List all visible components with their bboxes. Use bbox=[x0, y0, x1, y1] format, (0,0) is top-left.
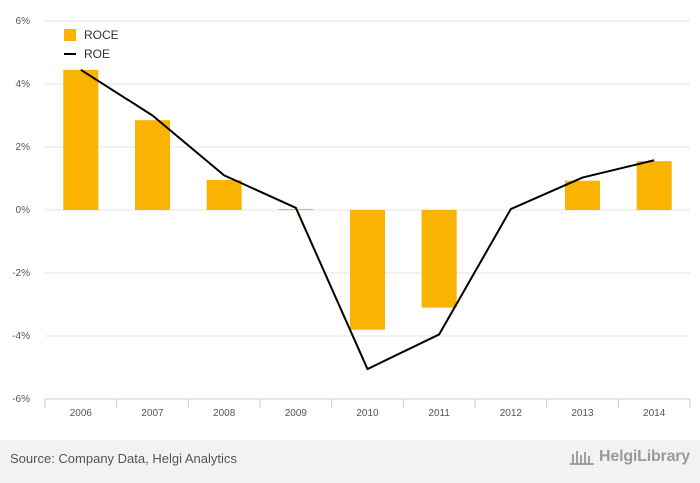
legend-roe-label: ROE bbox=[84, 47, 110, 61]
x-tick-label: 2006 bbox=[70, 408, 93, 419]
y-tick-label: -2% bbox=[12, 268, 30, 279]
roe-line bbox=[80, 68, 655, 371]
x-tick-label: 2008 bbox=[213, 408, 236, 419]
y-axis-ticks: -6% -4% -2% 0% 2% 4% 6% bbox=[12, 16, 30, 405]
roce-bar bbox=[135, 120, 170, 210]
y-tick-label: -6% bbox=[12, 394, 30, 405]
roe-line-layer bbox=[80, 68, 655, 371]
source-text: Source: Company Data, Helgi Analytics bbox=[10, 451, 237, 466]
roce-bar bbox=[636, 161, 672, 210]
y-tick-label: 0% bbox=[16, 205, 31, 216]
x-tick-label: 2013 bbox=[571, 408, 594, 419]
legend-roce-label: ROCE bbox=[84, 28, 119, 42]
chart: -6%-4%-2%0%2%4%6% 2006 2007 2008 2009 2010 20… bbox=[12, 16, 691, 419]
roce-bar bbox=[565, 180, 600, 210]
roce-bar bbox=[421, 210, 457, 308]
helgilibrary-logo: HelgiLibrary bbox=[569, 448, 690, 466]
library-building-icon bbox=[570, 451, 595, 465]
x-axis: 2006 2007 2008 2009 2010 2011 2012 2013 2014 bbox=[44, 398, 691, 419]
legend: ROCE ROE bbox=[64, 28, 119, 61]
y-tick-label: 4% bbox=[16, 79, 31, 90]
x-tick-label: 2009 bbox=[285, 408, 308, 419]
y-tick-label: -4% bbox=[12, 331, 30, 342]
roce-bar bbox=[350, 210, 385, 330]
y-tick-label: 2% bbox=[16, 142, 31, 153]
x-tick-label: 2014 bbox=[643, 408, 666, 419]
x-tick-label: 2010 bbox=[356, 408, 379, 419]
footer: Source: Company Data, Helgi Analytics He… bbox=[0, 440, 700, 483]
x-tick-label: 2007 bbox=[141, 408, 164, 419]
x-tick-label: 2011 bbox=[428, 408, 450, 419]
roce-bar bbox=[63, 69, 99, 210]
legend-roce-swatch bbox=[64, 29, 76, 41]
roce-bar bbox=[206, 180, 242, 210]
y-tick-label: 6% bbox=[16, 16, 31, 27]
x-tick-label: 2012 bbox=[500, 408, 523, 419]
roce-bars bbox=[63, 69, 672, 330]
logo-text: HelgiLibrary bbox=[599, 448, 690, 465]
